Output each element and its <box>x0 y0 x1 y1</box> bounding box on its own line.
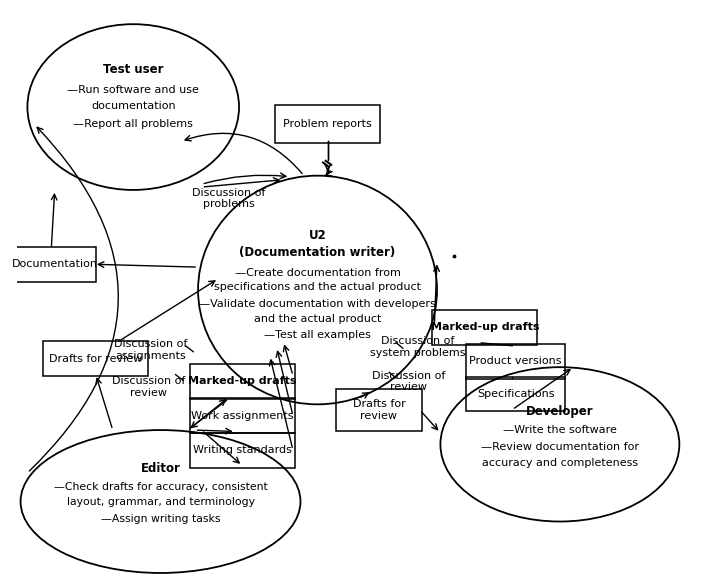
Text: —Check drafts for accuracy, consistent: —Check drafts for accuracy, consistent <box>54 482 268 492</box>
Text: Discussion of
review: Discussion of review <box>372 371 445 392</box>
Text: Drafts for
review: Drafts for review <box>353 399 406 421</box>
Text: Work assignments: Work assignments <box>191 411 294 420</box>
Text: —Run software and use: —Run software and use <box>68 85 199 95</box>
Text: —Report all problems: —Report all problems <box>73 119 193 129</box>
Text: accuracy and completeness: accuracy and completeness <box>482 458 638 467</box>
Text: Writing standards: Writing standards <box>193 445 292 455</box>
Text: Problem reports: Problem reports <box>284 119 372 129</box>
Text: —Write the software: —Write the software <box>503 425 617 435</box>
Text: Discussion of
assignments: Discussion of assignments <box>113 339 187 361</box>
Text: specifications and the actual product: specifications and the actual product <box>214 282 421 292</box>
Text: and the actual product: and the actual product <box>254 314 382 324</box>
Text: Editor: Editor <box>141 462 180 475</box>
Text: Drafts for review: Drafts for review <box>49 354 142 364</box>
Text: —Create documentation from: —Create documentation from <box>234 268 401 278</box>
Text: Marked-up drafts: Marked-up drafts <box>188 376 296 386</box>
Text: Product versions: Product versions <box>470 357 562 367</box>
Text: Discussion of
system problems: Discussion of system problems <box>370 336 465 358</box>
Text: documentation: documentation <box>91 101 175 111</box>
Text: Specifications: Specifications <box>477 389 554 399</box>
Text: —Validate documentation with developers: —Validate documentation with developers <box>199 299 436 309</box>
Text: (Documentation writer): (Documentation writer) <box>239 246 396 259</box>
Text: Developer: Developer <box>526 405 593 418</box>
Text: Marked-up drafts: Marked-up drafts <box>431 322 539 332</box>
Text: —Review documentation for: —Review documentation for <box>481 442 639 452</box>
Text: Test user: Test user <box>103 63 163 77</box>
Text: Discussion of
review: Discussion of review <box>111 376 185 398</box>
Text: layout, grammar, and terminology: layout, grammar, and terminology <box>66 496 255 506</box>
Text: Discussion of
problems: Discussion of problems <box>192 188 265 209</box>
Text: Documentation: Documentation <box>12 259 98 269</box>
Text: U2: U2 <box>308 229 327 242</box>
Text: —Test all examples: —Test all examples <box>264 329 371 339</box>
Text: —Assign writing tasks: —Assign writing tasks <box>101 514 220 524</box>
